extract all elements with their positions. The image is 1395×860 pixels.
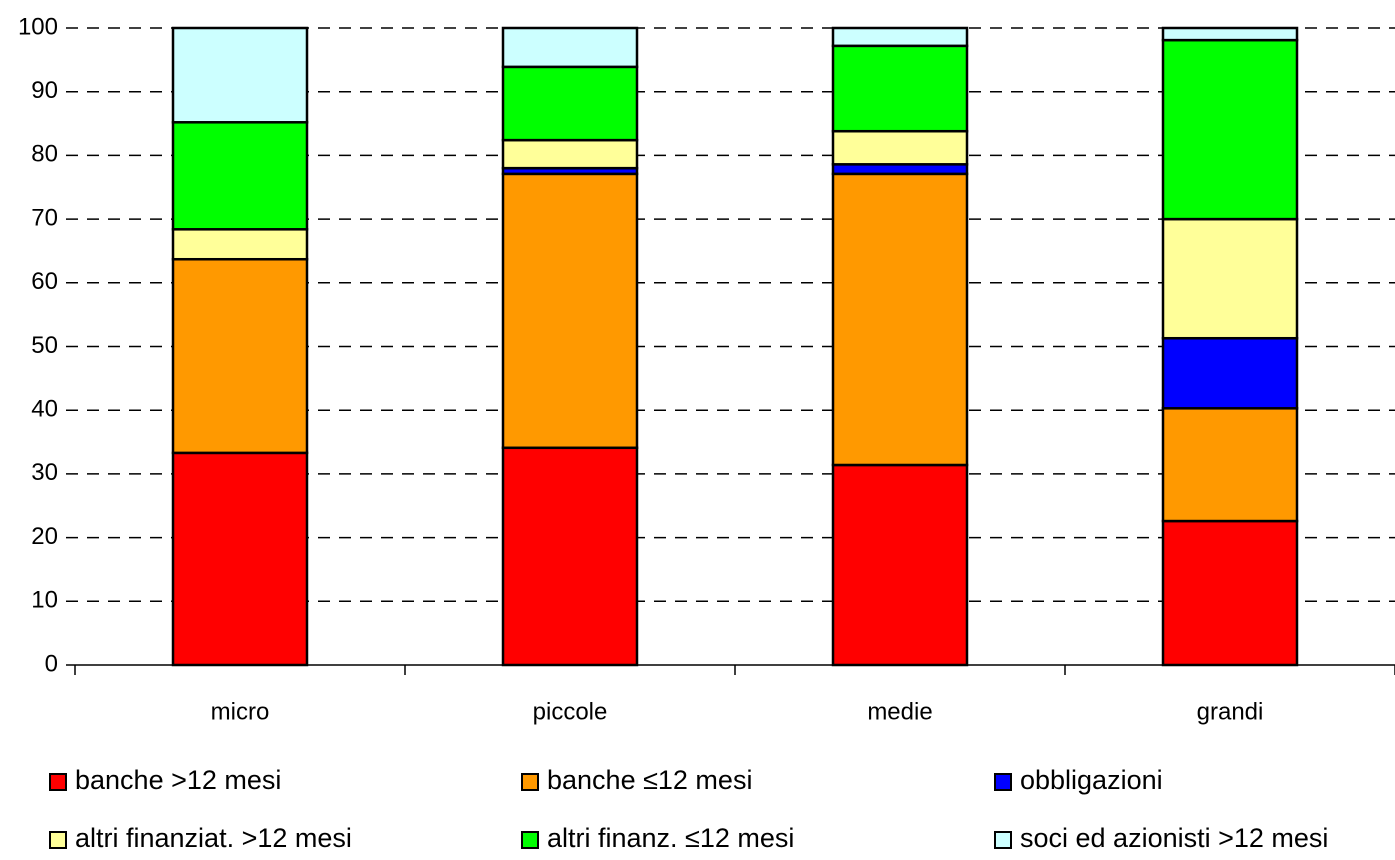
bar-segment [171, 257, 309, 455]
bar-segment [1161, 407, 1299, 523]
y-tick-label: 60 [31, 268, 58, 295]
bar-segment [831, 463, 969, 667]
legend-label: banche >12 mesi [75, 765, 281, 795]
legend-swatch [49, 831, 67, 849]
x-tick-label: micro [211, 698, 270, 725]
y-tick-label: 30 [31, 459, 58, 486]
bar-segment [831, 163, 969, 176]
y-tick-label: 50 [31, 332, 58, 359]
legend-label: soci ed azionisti >12 mesi [1020, 823, 1328, 853]
legend-label: altri finanziat. >12 mesi [75, 823, 352, 853]
legend-swatch [994, 773, 1012, 791]
bar-segment [1161, 38, 1299, 221]
legend-swatch [521, 831, 539, 849]
y-tick-label: 80 [31, 141, 58, 168]
bar-segment [171, 121, 309, 231]
y-tick-label: 90 [31, 77, 58, 104]
bar-segment [831, 26, 969, 48]
legend-swatch [994, 831, 1012, 849]
y-tick-label: 100 [18, 13, 58, 40]
bar-segment [1161, 519, 1299, 667]
bar-segment [501, 446, 639, 667]
legend-swatch [521, 773, 539, 791]
y-tick-label: 20 [31, 523, 58, 550]
bar-segment [171, 451, 309, 667]
legend-label: banche ≤12 mesi [547, 765, 752, 795]
bar-segment [171, 228, 309, 261]
bar-segment [1161, 336, 1299, 410]
legend-label: altri finanz. ≤12 mesi [547, 823, 794, 853]
bar-segment [1161, 26, 1299, 42]
bar-segment [831, 44, 969, 133]
y-tick-label: 40 [31, 396, 58, 423]
bar-segment [501, 138, 639, 170]
x-tick-label: piccole [533, 698, 608, 725]
legend-label: obbligazioni [1020, 765, 1163, 795]
x-tick-label: grandi [1197, 698, 1264, 725]
bar-segment [831, 129, 969, 166]
y-tick-label: 0 [45, 650, 58, 677]
bar-segment [501, 26, 639, 69]
bar-segment [501, 65, 639, 142]
x-tick-label: medie [867, 698, 932, 725]
legend-swatch [49, 773, 67, 791]
bar-segment [831, 172, 969, 467]
y-tick-label: 10 [31, 587, 58, 614]
y-tick-label: 70 [31, 204, 58, 231]
bar-segment [501, 172, 639, 450]
bar-segment [171, 26, 309, 124]
bar-segment [1161, 217, 1299, 340]
